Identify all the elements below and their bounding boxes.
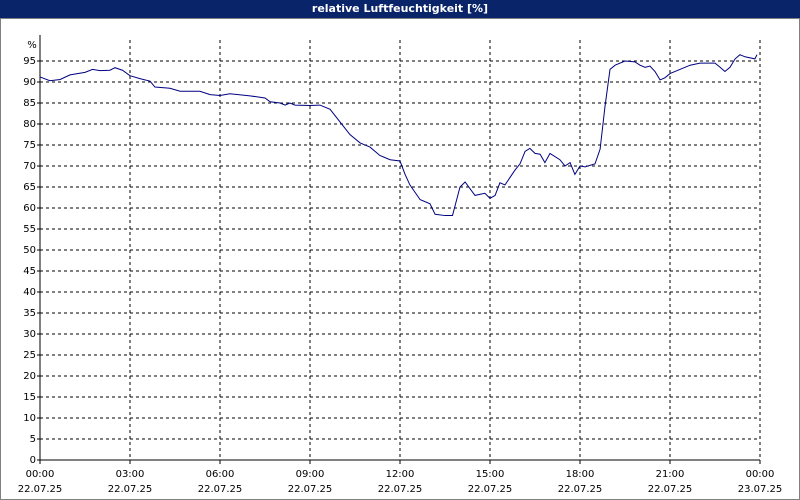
y-tick-label: 65 [23, 182, 36, 193]
x-tick-label: 21:00 [656, 469, 685, 480]
y-tick-label: 55 [23, 224, 36, 235]
y-tick-label: 40 [23, 287, 36, 298]
y-tick-label: 50 [23, 245, 36, 256]
x-tick-label: 15:00 [476, 469, 505, 480]
x-tick-label: 00:00 [26, 469, 55, 480]
y-tick-label: 85 [23, 98, 36, 109]
data-line [39, 54, 758, 217]
x-tick-label: 18:00 [566, 469, 595, 480]
x-tick-label: 12:00 [386, 469, 415, 480]
y-tick-label: 35 [23, 308, 36, 319]
x-tick-date: 22.07.25 [648, 484, 693, 495]
x-tick-label: 03:00 [116, 469, 145, 480]
y-tick-label: 45 [23, 266, 36, 277]
y-tick-label: 25 [23, 350, 36, 361]
y-tick-label: 80 [23, 119, 36, 130]
y-tick-label: 10 [23, 413, 36, 424]
y-tick-label: 90 [23, 77, 36, 88]
x-tick-date: 23.07.25 [738, 484, 783, 495]
y-tick-label: 20 [23, 371, 36, 382]
x-tick-date: 22.07.25 [378, 484, 423, 495]
x-tick-label: 09:00 [296, 469, 325, 480]
y-tick-label: 15 [23, 392, 36, 403]
chart-title: relative Luftfeuchtigkeit [%] [312, 2, 488, 15]
x-tick-label: 06:00 [206, 469, 235, 480]
y-tick-label: 75 [23, 140, 36, 151]
x-tick-date: 22.07.25 [18, 484, 63, 495]
y-tick-label: 5 [30, 434, 36, 445]
x-tick-label: 00:00 [746, 469, 775, 480]
y-tick-label: 70 [23, 161, 36, 172]
x-tick-date: 22.07.25 [108, 484, 153, 495]
y-tick-label: 30 [23, 329, 36, 340]
x-tick-date: 22.07.25 [288, 484, 333, 495]
title-bar [0, 0, 800, 18]
y-tick-label: 0 [30, 455, 36, 466]
x-tick-date: 22.07.25 [198, 484, 243, 495]
y-axis-label: % [27, 40, 37, 51]
x-tick-date: 22.07.25 [558, 484, 603, 495]
y-tick-label: 95 [23, 56, 36, 67]
x-tick-date: 22.07.25 [468, 484, 513, 495]
y-tick-label: 60 [23, 203, 36, 214]
